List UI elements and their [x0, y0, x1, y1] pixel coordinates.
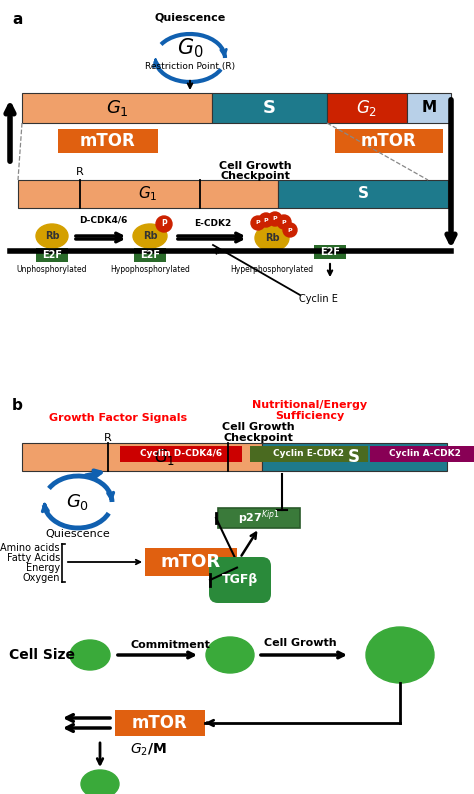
- Ellipse shape: [81, 770, 119, 794]
- Ellipse shape: [70, 640, 110, 670]
- Text: mTOR: mTOR: [161, 553, 221, 571]
- Text: Nutritional/Energy: Nutritional/Energy: [253, 400, 367, 410]
- Text: Rb: Rb: [264, 233, 279, 243]
- Text: Amino acids: Amino acids: [0, 543, 60, 553]
- Text: P: P: [282, 219, 286, 225]
- Text: Energy: Energy: [26, 563, 60, 573]
- Text: P: P: [273, 217, 277, 222]
- Text: Growth Factor Signals: Growth Factor Signals: [49, 413, 187, 423]
- Bar: [327, 93, 407, 123]
- Text: Cyclin A-CDK2: Cyclin A-CDK2: [389, 449, 461, 458]
- Bar: [22, 443, 262, 471]
- Text: P: P: [161, 219, 167, 229]
- Bar: [212, 93, 327, 123]
- Text: P: P: [255, 221, 260, 225]
- Text: S: S: [348, 448, 360, 466]
- Bar: [218, 508, 300, 528]
- Ellipse shape: [133, 224, 167, 248]
- Text: Cell Growth: Cell Growth: [219, 161, 292, 171]
- Bar: [314, 245, 346, 259]
- Bar: [335, 129, 443, 153]
- Text: S: S: [357, 187, 368, 202]
- Text: E-CDK2: E-CDK2: [194, 219, 232, 229]
- Text: Sufficiency: Sufficiency: [275, 411, 345, 421]
- Text: Fatty Acids: Fatty Acids: [7, 553, 60, 563]
- Text: Quiescence: Quiescence: [46, 529, 110, 539]
- Text: Cyclin E: Cyclin E: [299, 294, 337, 304]
- Text: mTOR: mTOR: [361, 132, 417, 150]
- Text: $G_1$: $G_1$: [106, 98, 128, 118]
- Bar: [22, 93, 212, 123]
- Text: D-CDK4/6: D-CDK4/6: [79, 215, 127, 225]
- Text: Cell Size: Cell Size: [9, 648, 75, 662]
- Text: Cyclin D-CDK4/6: Cyclin D-CDK4/6: [140, 449, 222, 458]
- Text: Checkpoint: Checkpoint: [223, 433, 293, 443]
- Text: Cell Growth: Cell Growth: [264, 638, 337, 648]
- Text: a: a: [12, 12, 22, 27]
- Text: E2F: E2F: [42, 250, 62, 260]
- Text: p27$^{Kip1}$: p27$^{Kip1}$: [238, 509, 280, 527]
- Text: mTOR: mTOR: [132, 714, 188, 732]
- Text: $G_0$: $G_0$: [177, 37, 203, 60]
- Text: Quiescence: Quiescence: [155, 13, 226, 23]
- Circle shape: [156, 216, 172, 232]
- Circle shape: [259, 213, 273, 227]
- Text: R: R: [76, 167, 84, 177]
- Bar: [278, 180, 448, 208]
- Text: $G_0$: $G_0$: [66, 492, 90, 512]
- Text: E2F: E2F: [140, 250, 160, 260]
- Bar: [370, 446, 474, 462]
- Text: M: M: [421, 101, 437, 115]
- Text: $G_2$: $G_2$: [356, 98, 378, 118]
- Text: Rb: Rb: [45, 231, 59, 241]
- Bar: [36, 248, 68, 262]
- Ellipse shape: [206, 637, 254, 673]
- Bar: [145, 548, 237, 576]
- Ellipse shape: [211, 558, 269, 602]
- Circle shape: [268, 212, 282, 226]
- Text: Restriction Point (R): Restriction Point (R): [145, 61, 235, 71]
- Text: E2F: E2F: [320, 247, 340, 257]
- Text: Checkpoint: Checkpoint: [220, 171, 290, 181]
- Circle shape: [251, 216, 265, 230]
- Text: P: P: [264, 218, 268, 222]
- Text: S: S: [263, 99, 276, 117]
- Bar: [134, 248, 166, 262]
- FancyBboxPatch shape: [209, 557, 271, 603]
- Ellipse shape: [255, 225, 289, 251]
- Circle shape: [283, 223, 297, 237]
- Text: TGFβ: TGFβ: [222, 573, 258, 587]
- Text: Rb: Rb: [143, 231, 157, 241]
- Text: Commitment: Commitment: [130, 640, 210, 650]
- Text: $G_2$/M: $G_2$/M: [129, 742, 166, 758]
- Text: R: R: [104, 433, 112, 443]
- Text: Unphosphorylated: Unphosphorylated: [17, 265, 87, 275]
- Bar: [58, 129, 158, 153]
- Bar: [407, 93, 451, 123]
- Bar: [250, 446, 368, 462]
- Text: P: P: [288, 228, 292, 233]
- Text: Cyclin E-CDK2: Cyclin E-CDK2: [273, 449, 345, 458]
- Text: $G_1$: $G_1$: [155, 447, 176, 467]
- Bar: [115, 710, 205, 736]
- Bar: [120, 446, 242, 462]
- Circle shape: [277, 215, 291, 229]
- Text: $G_1$: $G_1$: [138, 185, 158, 203]
- Ellipse shape: [366, 627, 434, 683]
- Text: Hypophosphorylated: Hypophosphorylated: [110, 265, 190, 275]
- Text: Cell Growth: Cell Growth: [222, 422, 294, 432]
- Text: Hyperphosphorylated: Hyperphosphorylated: [230, 265, 314, 275]
- Ellipse shape: [36, 224, 68, 248]
- Text: b: b: [12, 398, 23, 413]
- Text: mTOR: mTOR: [80, 132, 136, 150]
- Text: Oxygen: Oxygen: [22, 573, 60, 583]
- Bar: [262, 443, 447, 471]
- Bar: [18, 180, 278, 208]
